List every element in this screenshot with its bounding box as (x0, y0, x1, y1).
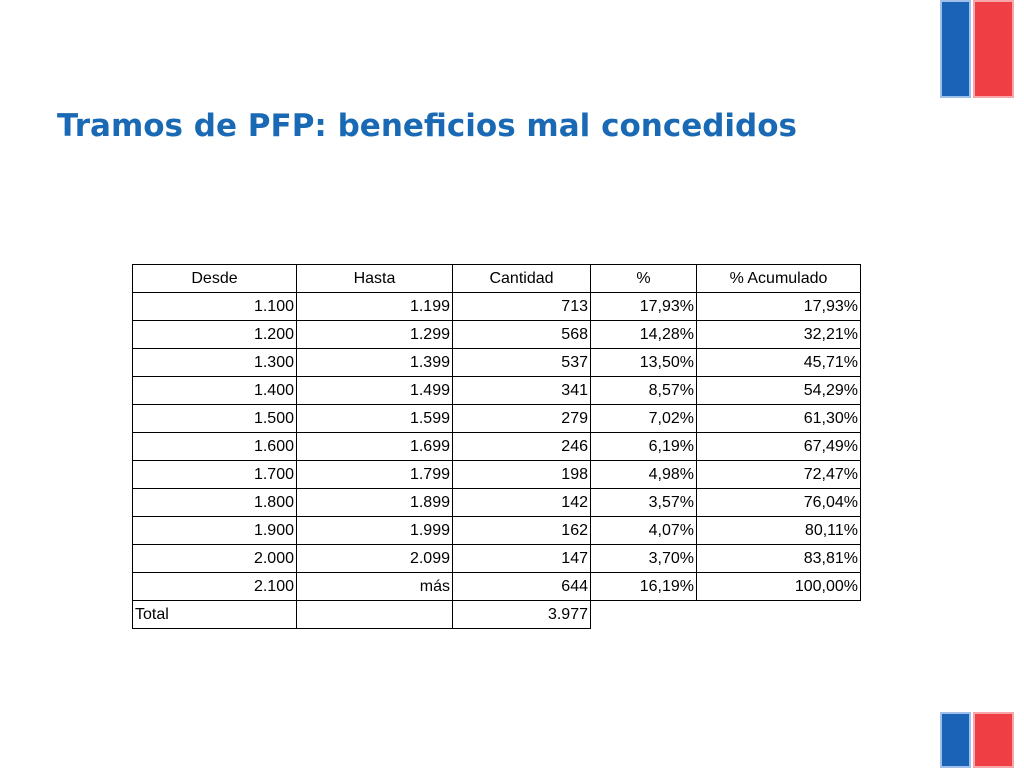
cell-porcentaje: 16,19% (590, 572, 697, 601)
cell-desde: 1.700 (132, 460, 297, 489)
cell-hasta: 1.299 (296, 320, 453, 349)
cell-porcentaje: 8,57% (590, 376, 697, 405)
page-title: Tramos de PFP: beneficios mal concedidos (57, 108, 797, 144)
cell-desde: 1.800 (132, 488, 297, 517)
table-row: 2.000 2.099 147 3,70% 83,81% (132, 544, 861, 573)
cell-desde: 1.500 (132, 404, 297, 433)
cell-hasta: 1.899 (296, 488, 453, 517)
total-empty-cell (296, 600, 453, 629)
cell-hasta: 1.599 (296, 404, 453, 433)
cell-hasta: 1.499 (296, 376, 453, 405)
header-acumulado: % Acumulado (696, 264, 861, 293)
cell-acumulado: 54,29% (696, 376, 861, 405)
cell-acumulado: 61,30% (696, 404, 861, 433)
cell-acumulado: 80,11% (696, 516, 861, 545)
cell-acumulado: 17,93% (696, 292, 861, 321)
cell-acumulado: 67,49% (696, 432, 861, 461)
flag-blue-stripe (940, 712, 971, 768)
cell-porcentaje: 13,50% (590, 348, 697, 377)
total-row: Total 3.977 (132, 600, 861, 629)
cell-desde: 1.400 (132, 376, 297, 405)
table-row: 1.900 1.999 162 4,07% 80,11% (132, 516, 861, 545)
tramos-table: Desde Hasta Cantidad % % Acumulado 1.100… (132, 264, 861, 629)
cell-acumulado: 76,04% (696, 488, 861, 517)
total-blank (591, 601, 697, 629)
cell-acumulado: 45,71% (696, 348, 861, 377)
table-row: 1.700 1.799 198 4,98% 72,47% (132, 460, 861, 489)
flag-red-stripe (973, 0, 1014, 98)
cell-cantidad: 147 (452, 544, 591, 573)
table-row: 1.600 1.699 246 6,19% 67,49% (132, 432, 861, 461)
cell-desde: 1.600 (132, 432, 297, 461)
cell-hasta: 1.999 (296, 516, 453, 545)
cell-cantidad: 142 (452, 488, 591, 517)
cell-acumulado: 32,21% (696, 320, 861, 349)
cell-acumulado: 83,81% (696, 544, 861, 573)
cell-cantidad: 279 (452, 404, 591, 433)
cell-hasta: más (296, 572, 453, 601)
chile-flag-decoration-bottom (940, 712, 1024, 768)
total-label: Total (132, 600, 297, 629)
cell-hasta: 2.099 (296, 544, 453, 573)
header-hasta: Hasta (296, 264, 453, 293)
cell-desde: 2.100 (132, 572, 297, 601)
cell-porcentaje: 4,07% (590, 516, 697, 545)
cell-cantidad: 341 (452, 376, 591, 405)
cell-hasta: 1.199 (296, 292, 453, 321)
cell-desde: 2.000 (132, 544, 297, 573)
table-header-row: Desde Hasta Cantidad % % Acumulado (132, 264, 861, 293)
header-porcentaje: % (590, 264, 697, 293)
cell-porcentaje: 6,19% (590, 432, 697, 461)
table-row: 2.100 más 644 16,19% 100,00% (132, 572, 861, 601)
table-row: 1.300 1.399 537 13,50% 45,71% (132, 348, 861, 377)
table-row: 1.100 1.199 713 17,93% 17,93% (132, 292, 861, 321)
cell-cantidad: 246 (452, 432, 591, 461)
cell-hasta: 1.399 (296, 348, 453, 377)
cell-porcentaje: 4,98% (590, 460, 697, 489)
chile-flag-decoration-top (940, 0, 1024, 98)
cell-acumulado: 100,00% (696, 572, 861, 601)
header-desde: Desde (132, 264, 297, 293)
cell-cantidad: 162 (452, 516, 591, 545)
header-cantidad: Cantidad (452, 264, 591, 293)
cell-desde: 1.300 (132, 348, 297, 377)
cell-porcentaje: 3,57% (590, 488, 697, 517)
cell-cantidad: 568 (452, 320, 591, 349)
cell-porcentaje: 3,70% (590, 544, 697, 573)
cell-porcentaje: 14,28% (590, 320, 697, 349)
cell-acumulado: 72,47% (696, 460, 861, 489)
cell-desde: 1.100 (132, 292, 297, 321)
cell-porcentaje: 7,02% (590, 404, 697, 433)
flag-red-stripe (973, 712, 1014, 768)
cell-porcentaje: 17,93% (590, 292, 697, 321)
flag-blue-stripe (940, 0, 971, 98)
table-row: 1.400 1.499 341 8,57% 54,29% (132, 376, 861, 405)
cell-cantidad: 644 (452, 572, 591, 601)
cell-desde: 1.900 (132, 516, 297, 545)
cell-desde: 1.200 (132, 320, 297, 349)
cell-hasta: 1.699 (296, 432, 453, 461)
cell-hasta: 1.799 (296, 460, 453, 489)
table-row: 1.500 1.599 279 7,02% 61,30% (132, 404, 861, 433)
table-row: 1.200 1.299 568 14,28% 32,21% (132, 320, 861, 349)
total-blank (697, 601, 861, 629)
table-row: 1.800 1.899 142 3,57% 76,04% (132, 488, 861, 517)
cell-cantidad: 198 (452, 460, 591, 489)
cell-cantidad: 713 (452, 292, 591, 321)
cell-cantidad: 537 (452, 348, 591, 377)
total-value: 3.977 (452, 600, 591, 629)
